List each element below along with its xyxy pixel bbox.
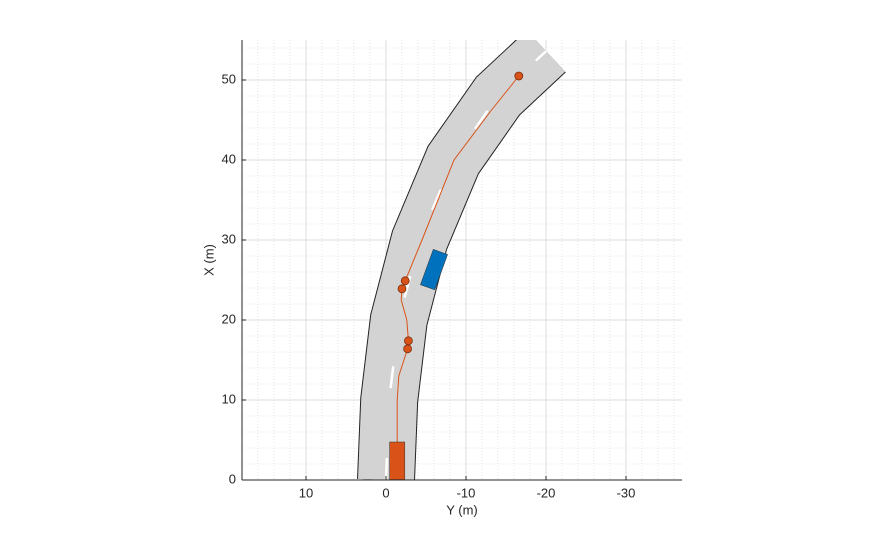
x-tick-label: -20: [537, 485, 556, 500]
waypoint: [397, 284, 407, 294]
waypoint: [514, 71, 524, 81]
x-axis-label: Y (m): [446, 502, 478, 517]
vehicle: [389, 441, 406, 480]
y-tick-label: 10: [222, 391, 236, 406]
trajectory: [396, 75, 520, 460]
y-axis-label: X (m): [201, 244, 216, 276]
vehicle: [420, 249, 448, 291]
y-tick-label: 50: [222, 71, 236, 86]
y-tick-label: 0: [229, 471, 236, 486]
x-tick-label: -10: [457, 485, 476, 500]
y-tick-label: 40: [222, 151, 236, 166]
scene: [357, 40, 566, 480]
road: [358, 40, 566, 480]
x-tick-label: 0: [382, 485, 389, 500]
waypoint: [400, 276, 410, 286]
y-tick-label: 30: [222, 231, 236, 246]
waypoint: [403, 336, 413, 346]
x-tick-label: 10: [299, 485, 313, 500]
x-tick-label: -30: [617, 485, 636, 500]
y-tick-label: 20: [222, 311, 236, 326]
waypoint: [403, 344, 413, 354]
